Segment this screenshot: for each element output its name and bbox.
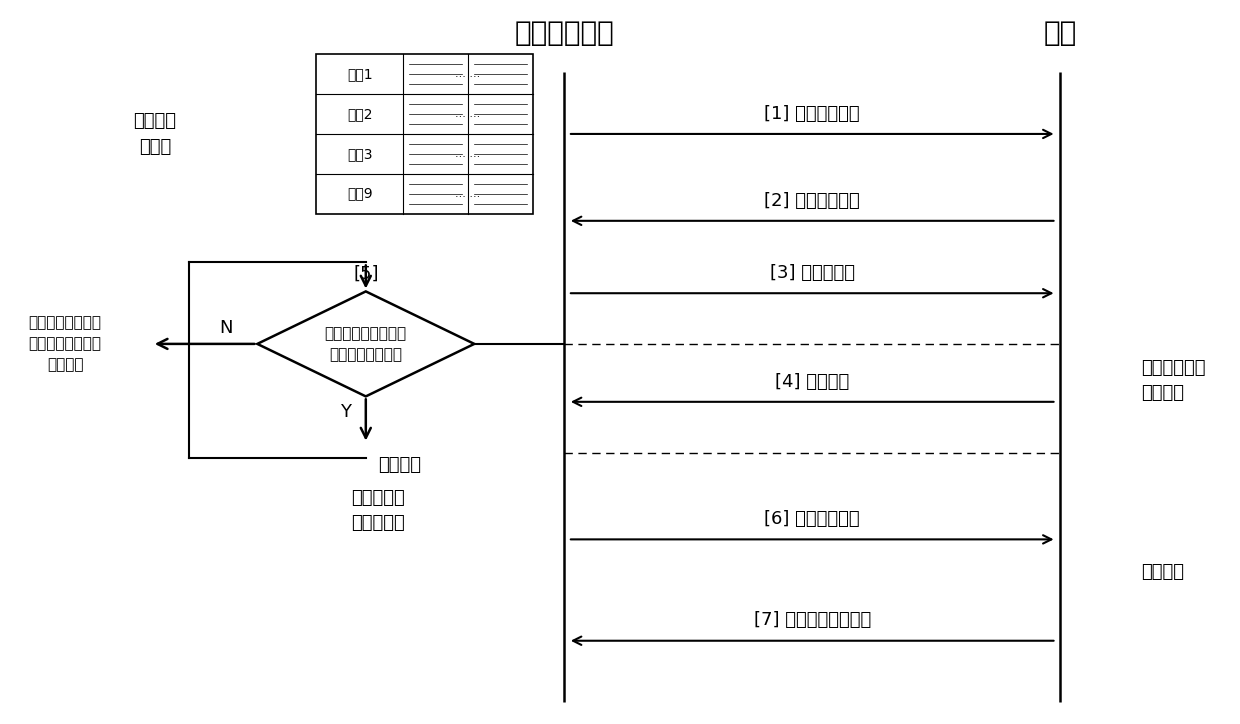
Text: 卫星3: 卫星3 <box>347 147 372 161</box>
Text: ... ...: ... ... <box>455 109 481 119</box>
Text: 星上存储、校
验、应答: 星上存储、校 验、应答 <box>1141 358 1205 402</box>
Text: 卫星9: 卫星9 <box>347 187 372 201</box>
Text: 根据数据包应答情况
判别是否需要重传: 根据数据包应答情况 判别是否需要重传 <box>325 326 407 362</box>
Text: 地面计算
路由表: 地面计算 路由表 <box>134 111 176 156</box>
Bar <box>316 54 533 214</box>
Text: 卫星: 卫星 <box>1044 19 1076 46</box>
Text: 路由表数据
包传输完毕: 路由表数据 包传输完毕 <box>351 489 405 532</box>
Polygon shape <box>258 291 474 397</box>
Text: [3] 上注路由表: [3] 上注路由表 <box>770 264 854 282</box>
Text: [7] 路由上注结束应答: [7] 路由上注结束应答 <box>754 612 870 629</box>
Text: ... ...: ... ... <box>455 70 481 79</box>
Text: 卫星1: 卫星1 <box>347 67 372 81</box>
Text: 地面管控中心: 地面管控中心 <box>515 19 614 46</box>
Text: 检索并发送下一个
该传输的包，直至
发送完毕: 检索并发送下一个 该传输的包，直至 发送完毕 <box>29 316 102 372</box>
Text: [6] 路由上注结束: [6] 路由上注结束 <box>764 510 861 528</box>
Text: N: N <box>219 319 233 337</box>
Text: Y: Y <box>340 403 351 421</box>
Text: 卫星2: 卫星2 <box>347 107 372 121</box>
Text: [4] 上注应答: [4] 上注应答 <box>775 373 849 390</box>
Text: [5]: [5] <box>353 264 378 282</box>
Text: ... ...: ... ... <box>455 149 481 159</box>
Text: [1] 路由上注请求: [1] 路由上注请求 <box>764 105 861 122</box>
Text: 星上校验: 星上校验 <box>1141 563 1184 581</box>
Text: [2] 路由上注应答: [2] 路由上注应答 <box>764 192 861 209</box>
Text: 重传该包: 重传该包 <box>378 457 422 474</box>
Text: ... ...: ... ... <box>455 189 481 198</box>
